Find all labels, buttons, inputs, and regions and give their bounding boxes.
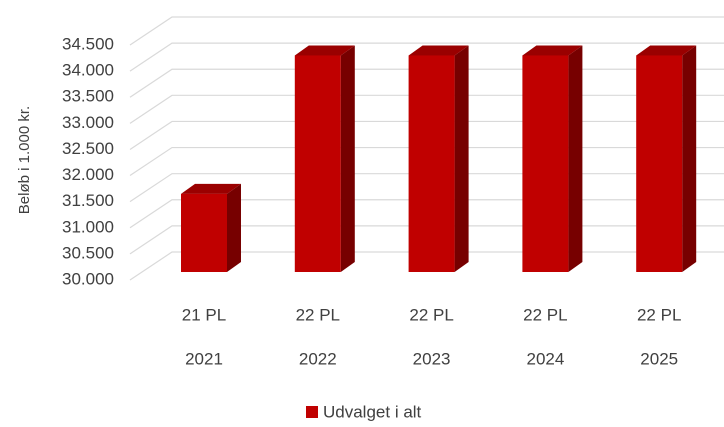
y-axis-label: Beløb i 1.000 kr.: [16, 106, 33, 214]
bar: [294, 55, 341, 272]
bar-side: [682, 45, 697, 272]
x-group-label: 2021: [185, 349, 223, 368]
bar: [408, 55, 455, 272]
bar-side: [454, 45, 469, 272]
bar: [181, 193, 227, 272]
bar-top: [636, 45, 697, 56]
x-tick-label: 22 PL: [523, 305, 567, 324]
bar-top: [522, 45, 583, 56]
x-group-label: 2025: [640, 349, 678, 368]
bar-top: [408, 45, 469, 56]
y-tick-label: 33.500: [62, 87, 114, 106]
y-tick-label: 30.500: [62, 243, 114, 262]
grid-line: [129, 16, 724, 46]
grid-line: [129, 42, 724, 72]
bar-side: [227, 183, 241, 272]
x-group-label: 2023: [413, 349, 451, 368]
bar-top: [181, 183, 241, 194]
x-group-label: 2024: [526, 349, 564, 368]
x-tick-label: 22 PL: [409, 305, 453, 324]
legend-label: Udvalget i alt: [323, 402, 422, 421]
bar: [522, 55, 569, 272]
x-tick-label: 22 PL: [296, 305, 340, 324]
y-tick-label: 34.500: [62, 34, 114, 53]
y-tick-label: 32.500: [62, 139, 114, 158]
y-tick-label: 31.500: [62, 191, 114, 210]
legend-swatch: [306, 406, 318, 418]
x-tick-label: 22 PL: [637, 305, 681, 324]
x-tick-label: 21 PL: [182, 305, 226, 324]
y-tick-label: 30.000: [62, 269, 114, 288]
bar-side: [568, 45, 583, 272]
y-tick-label: 33.000: [62, 113, 114, 132]
bar-top: [294, 45, 355, 56]
y-tick-label: 34.000: [62, 61, 114, 80]
y-tick-label: 32.000: [62, 165, 114, 184]
bar: [636, 55, 683, 272]
y-tick-label: 31.000: [62, 217, 114, 236]
bar-side: [340, 45, 355, 272]
x-group-label: 2022: [299, 349, 337, 368]
